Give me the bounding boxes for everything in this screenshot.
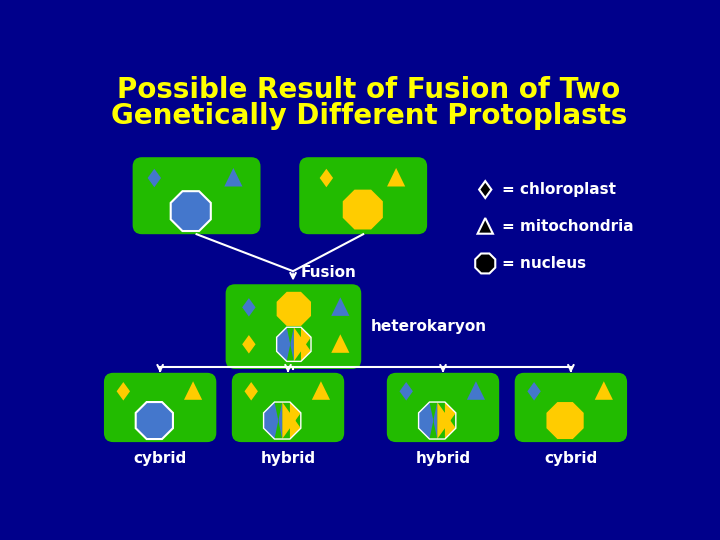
Text: cybrid: cybrid: [133, 451, 186, 467]
FancyBboxPatch shape: [132, 157, 261, 234]
Polygon shape: [276, 327, 294, 361]
Polygon shape: [418, 402, 437, 439]
Polygon shape: [264, 402, 282, 439]
Polygon shape: [294, 327, 311, 361]
Polygon shape: [479, 181, 491, 198]
Polygon shape: [400, 382, 413, 401]
Polygon shape: [242, 298, 256, 316]
Polygon shape: [331, 298, 349, 316]
Text: = nucleus: = nucleus: [503, 256, 586, 271]
Polygon shape: [343, 190, 383, 230]
Text: heterokaryon: heterokaryon: [371, 319, 487, 334]
Text: Genetically Different Protoplasts: Genetically Different Protoplasts: [111, 102, 627, 130]
Polygon shape: [171, 191, 211, 231]
Text: hybrid: hybrid: [415, 451, 471, 467]
Polygon shape: [245, 382, 258, 401]
Text: hybrid: hybrid: [261, 451, 315, 467]
FancyBboxPatch shape: [300, 157, 427, 234]
Polygon shape: [546, 402, 584, 439]
Polygon shape: [148, 168, 161, 187]
Polygon shape: [135, 402, 173, 439]
Polygon shape: [477, 218, 493, 234]
Polygon shape: [475, 253, 495, 273]
Polygon shape: [320, 168, 333, 187]
FancyBboxPatch shape: [515, 373, 627, 442]
Text: = mitochondria: = mitochondria: [503, 219, 634, 234]
Text: Possible Result of Fusion of Two: Possible Result of Fusion of Two: [117, 76, 621, 104]
Text: cybrid: cybrid: [544, 451, 598, 467]
Polygon shape: [184, 381, 202, 400]
FancyBboxPatch shape: [232, 373, 344, 442]
Polygon shape: [387, 168, 405, 186]
Polygon shape: [312, 381, 330, 400]
Polygon shape: [467, 381, 485, 400]
Polygon shape: [225, 168, 243, 186]
Polygon shape: [242, 335, 256, 354]
FancyBboxPatch shape: [387, 373, 499, 442]
Polygon shape: [282, 402, 301, 439]
Polygon shape: [527, 382, 541, 401]
Text: = chloroplast: = chloroplast: [503, 182, 616, 197]
FancyBboxPatch shape: [104, 373, 216, 442]
Polygon shape: [117, 382, 130, 401]
Polygon shape: [276, 292, 311, 326]
Polygon shape: [437, 402, 456, 439]
FancyBboxPatch shape: [225, 284, 361, 369]
Polygon shape: [331, 334, 349, 353]
Text: Fusion: Fusion: [301, 265, 356, 280]
Polygon shape: [595, 381, 613, 400]
